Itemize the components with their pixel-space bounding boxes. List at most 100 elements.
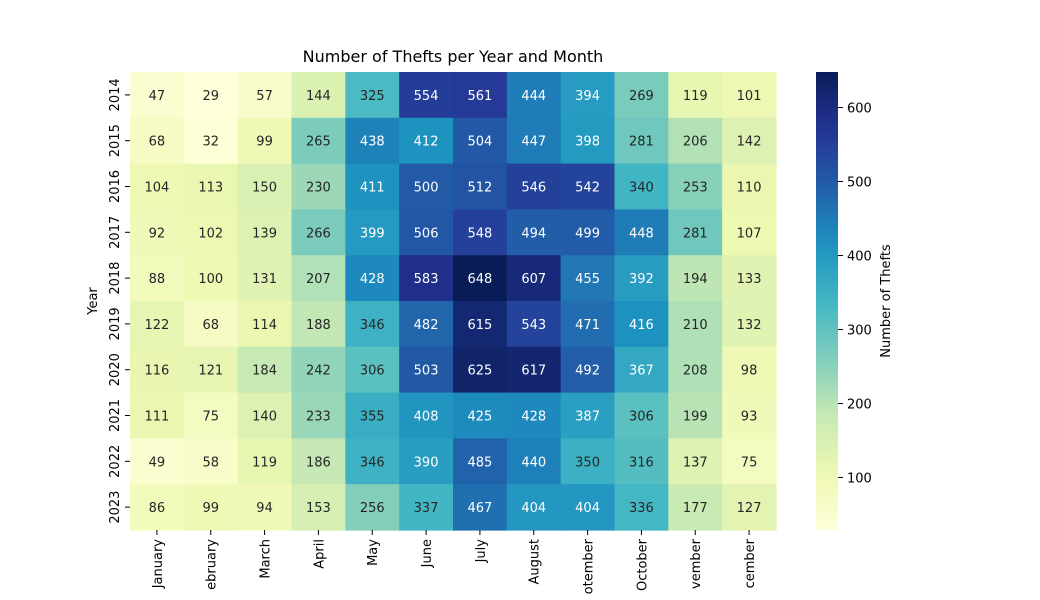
cell-value-label: 139	[252, 226, 277, 241]
cell-value-label: 104	[145, 181, 170, 196]
cell-value-label: 58	[202, 455, 219, 470]
heatmap-cell	[560, 346, 616, 394]
heatmap-cell	[453, 438, 508, 485]
heatmap-cell	[345, 438, 400, 485]
heatmap-cell	[560, 392, 616, 439]
cell-value-label: 394	[575, 89, 600, 104]
colorbar-tick-label: 500	[847, 176, 872, 191]
cell-value-label: 256	[360, 501, 385, 516]
heatmap-cell	[399, 438, 454, 485]
x-tick-label: March	[259, 539, 274, 579]
heatmap-cell	[614, 438, 669, 485]
heatmap-cell	[399, 301, 454, 348]
cell-value-label: 503	[414, 364, 439, 379]
cell-value-label: 142	[737, 135, 762, 150]
y-tick-label: 2019	[108, 307, 123, 340]
cell-value-label: 102	[198, 226, 223, 241]
cell-value-label: 440	[521, 455, 546, 470]
x-tick-label: April	[312, 539, 327, 569]
cell-value-label: 119	[252, 455, 277, 470]
cell-value-label: 387	[575, 410, 600, 425]
cell-value-label: 408	[414, 410, 439, 425]
cell-value-label: 542	[575, 181, 600, 196]
heatmap-cell	[237, 117, 293, 165]
cell-value-label: 617	[521, 364, 546, 379]
cell-value-label: 554	[414, 89, 439, 104]
heatmap-cell	[453, 72, 508, 119]
heatmap-cell	[668, 346, 723, 394]
heatmap-cell	[614, 72, 669, 119]
heatmap-cell	[722, 255, 777, 302]
heatmap-cell	[453, 255, 508, 302]
cell-value-label: 367	[629, 364, 654, 379]
heatmap-cell	[506, 255, 562, 302]
heatmap-cell	[237, 438, 293, 485]
heatmap-cell	[130, 209, 185, 256]
cell-value-label: 144	[306, 89, 331, 104]
x-tick-label: vember	[689, 538, 704, 589]
cell-value-label: 47	[149, 89, 166, 104]
heatmap-cell	[237, 392, 293, 439]
cell-value-label: 583	[414, 272, 439, 287]
colorbar-tick-label: 100	[847, 471, 872, 486]
heatmap-cell	[345, 163, 400, 210]
colorbar-label: Number of Thefts	[879, 244, 894, 358]
heatmap-cell	[560, 209, 616, 256]
y-axis-ticks: 2014 2015 2016 2017 2018 2019 2020 2021 2022 2023	[108, 78, 130, 524]
cell-value-label: 153	[306, 501, 331, 516]
heatmap-cell	[668, 255, 723, 302]
heatmap-cell	[183, 484, 239, 531]
y-tick-label: 2022	[108, 445, 123, 478]
heatmap-cell	[183, 117, 239, 165]
heatmap-cell	[291, 301, 346, 348]
heatmap-cell	[291, 255, 346, 302]
cell-value-label: 494	[521, 226, 546, 241]
cell-value-label: 88	[149, 272, 166, 287]
cell-value-label: 482	[414, 318, 439, 333]
cell-value-label: 355	[360, 410, 385, 425]
heatmap-cell	[130, 72, 185, 119]
heatmap-cell	[560, 484, 616, 531]
cell-value-label: 561	[467, 89, 492, 104]
heatmap-cell	[399, 255, 454, 302]
heatmap-cell	[237, 163, 293, 210]
cell-value-label: 625	[467, 364, 492, 379]
x-tick-label: August	[528, 539, 543, 585]
cell-value-label: 127	[737, 501, 762, 516]
x-tick-label: May	[366, 539, 381, 566]
heatmap-cell	[291, 209, 346, 256]
cell-value-label: 428	[360, 272, 385, 287]
heatmap-cell	[237, 209, 293, 256]
colorbar-tick-label: 300	[847, 323, 872, 338]
cell-value-label: 306	[629, 410, 654, 425]
heatmap-cell	[722, 301, 777, 348]
heatmap-cell	[345, 392, 400, 439]
cell-value-label: 467	[467, 501, 492, 516]
heatmap-cell	[345, 117, 400, 165]
colorbar-ticks: 100 200 300 400 500 600	[838, 102, 872, 486]
heatmap-cell	[560, 117, 616, 165]
cell-value-label: 140	[252, 410, 277, 425]
heatmap-cell	[614, 392, 669, 439]
heatmap-cell	[668, 392, 723, 439]
heatmap-cell	[614, 163, 669, 210]
cell-value-label: 186	[306, 455, 331, 470]
heatmap-cell	[722, 484, 777, 531]
heatmap-cell	[291, 438, 346, 485]
cell-value-label: 444	[521, 89, 546, 104]
cell-value-label: 447	[521, 135, 546, 150]
cell-value-label: 492	[575, 364, 600, 379]
cell-value-label: 101	[737, 89, 762, 104]
cell-value-label: 316	[629, 455, 654, 470]
x-tick-label: June	[420, 539, 435, 568]
cell-value-label: 207	[306, 272, 331, 287]
cell-value-label: 99	[202, 501, 219, 516]
cell-value-label: 199	[683, 410, 708, 425]
cell-value-label: 242	[306, 364, 331, 379]
heatmap-cell	[183, 392, 239, 439]
cell-value-label: 265	[306, 135, 331, 150]
cell-value-label: 29	[202, 89, 219, 104]
cell-value-label: 133	[737, 272, 762, 287]
cell-value-label: 86	[149, 501, 166, 516]
